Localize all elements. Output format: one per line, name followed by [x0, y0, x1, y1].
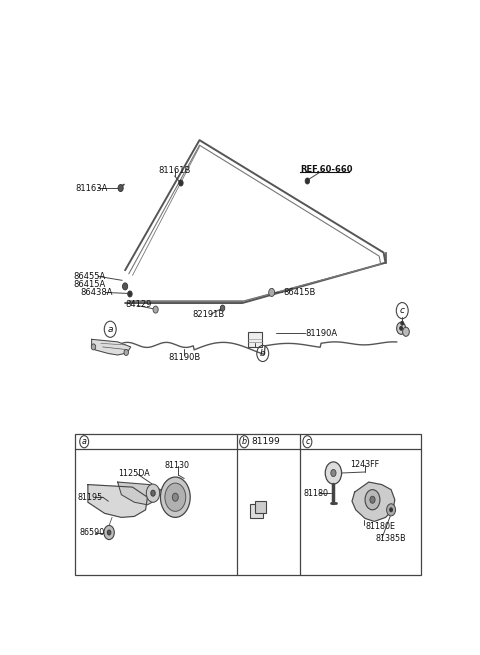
Circle shape [220, 305, 225, 311]
Text: 86590: 86590 [79, 528, 105, 537]
Circle shape [386, 504, 396, 516]
Text: 81190A: 81190A [305, 329, 337, 338]
Text: b: b [260, 349, 265, 358]
Circle shape [305, 178, 310, 184]
Text: 81130: 81130 [164, 461, 189, 470]
Bar [254, 500, 266, 514]
Circle shape [269, 288, 275, 297]
Circle shape [165, 483, 186, 512]
Text: 86415A: 86415A [73, 280, 105, 289]
Text: 81161B: 81161B [158, 166, 191, 175]
Circle shape [325, 462, 342, 484]
Circle shape [160, 477, 190, 517]
Text: 86455A: 86455A [73, 272, 105, 281]
Text: 1125DA: 1125DA [118, 468, 149, 477]
Text: 86415B: 86415B [283, 288, 315, 297]
Circle shape [179, 180, 183, 186]
Bar [248, 332, 262, 347]
Circle shape [104, 525, 114, 540]
Bar [75, 434, 421, 575]
Circle shape [172, 493, 178, 501]
Circle shape [151, 490, 155, 496]
Text: b: b [241, 438, 247, 446]
Polygon shape [88, 485, 147, 517]
Text: 81190B: 81190B [168, 352, 200, 362]
Circle shape [91, 344, 96, 350]
Text: REF.60-660: REF.60-660 [300, 165, 352, 174]
Circle shape [118, 185, 123, 191]
Text: c: c [305, 438, 310, 446]
Circle shape [365, 490, 380, 510]
Circle shape [146, 484, 160, 502]
Text: 82191B: 82191B [192, 310, 224, 318]
Circle shape [107, 530, 111, 535]
Circle shape [390, 508, 393, 512]
Circle shape [401, 321, 404, 326]
Text: 81180: 81180 [304, 489, 329, 498]
Circle shape [403, 328, 409, 336]
Text: c: c [400, 306, 405, 315]
Text: 81195: 81195 [78, 493, 103, 502]
Bar [250, 504, 263, 518]
Circle shape [400, 326, 403, 330]
Polygon shape [92, 339, 131, 355]
Circle shape [396, 322, 406, 334]
Text: 84129: 84129 [125, 299, 152, 309]
Text: 1243FF: 1243FF [350, 460, 379, 469]
Circle shape [153, 306, 158, 313]
Text: 81163A: 81163A [75, 183, 107, 193]
Circle shape [128, 291, 132, 297]
Polygon shape [352, 482, 395, 521]
Text: 86438A: 86438A [81, 288, 113, 297]
Text: 81199: 81199 [252, 438, 280, 446]
Polygon shape [118, 482, 160, 505]
Circle shape [122, 283, 128, 290]
Circle shape [370, 496, 375, 503]
Circle shape [124, 349, 129, 356]
Text: a: a [108, 325, 113, 334]
Circle shape [331, 470, 336, 477]
Text: 81385B: 81385B [375, 534, 406, 543]
Text: 81180E: 81180E [365, 522, 395, 531]
Text: a: a [82, 438, 86, 446]
